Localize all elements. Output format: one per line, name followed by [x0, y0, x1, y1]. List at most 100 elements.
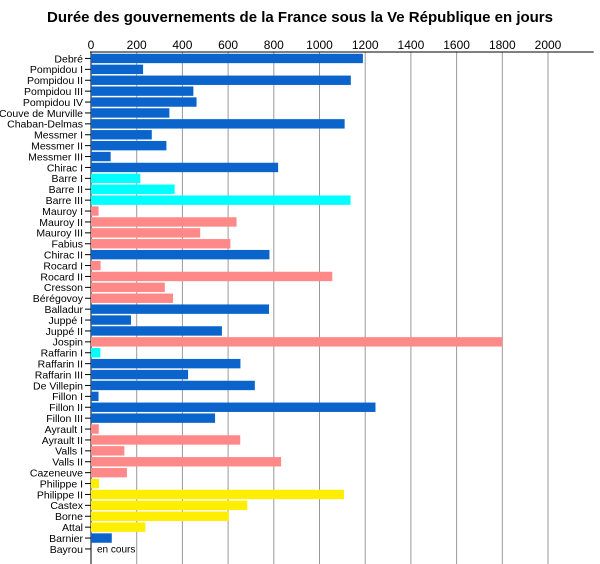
category-label-fillon-ii: Fillon II	[49, 402, 83, 414]
category-label-juppe-i: Juppé I	[49, 315, 83, 327]
bar-barre-i	[91, 173, 141, 184]
category-label-cazeneuve: Cazeneuve	[30, 467, 83, 479]
bar-borne	[91, 511, 229, 521]
category-label-fillon-i: Fillon I	[52, 391, 83, 403]
bar-raffarin-ii	[91, 358, 241, 369]
bar-rocard-i	[91, 260, 101, 271]
category-label-raffarin-iii: Raffarin III	[35, 369, 83, 381]
bar-raffarin-iii	[91, 369, 189, 380]
x-tick-label: 1400	[398, 38, 425, 52]
category-label-fabius: Fabius	[51, 239, 83, 251]
bar-couve-de-murville	[91, 108, 170, 118]
category-label-barnier: Barnier	[49, 533, 83, 545]
category-label-messmer-iii: Messmer III	[28, 151, 83, 163]
category-label-couve-de-murville: Couve de Murville	[0, 108, 83, 120]
category-label-pompidou-iii: Pompidou III	[24, 86, 83, 98]
category-label-attal: Attal	[62, 522, 83, 534]
category-label-barre-iii: Barre III	[46, 195, 83, 207]
category-label-fillon-iii: Fillon III	[46, 413, 83, 425]
bar-de-villepin	[91, 380, 255, 391]
bar-juppe-ii	[91, 326, 222, 336]
bar-chirac-ii	[91, 249, 270, 260]
bar-fillon-iii	[91, 413, 216, 423]
x-tick-label: 0	[88, 38, 95, 52]
bar-barre-iii	[91, 195, 351, 205]
bar-fillon-i	[91, 391, 99, 402]
bar-balladur	[91, 304, 270, 314]
bar-chirac-i	[91, 162, 279, 173]
category-label-messmer-ii: Messmer II	[31, 140, 83, 152]
category-label-jospin: Jospin	[53, 337, 84, 349]
bar-juppe-i	[91, 315, 131, 325]
category-label-borne: Borne	[55, 511, 83, 523]
category-label-beregovoy: Bérégovoy	[33, 293, 84, 305]
bar-mauroy-ii	[91, 217, 237, 227]
category-label-de-villepin: De Villepin	[33, 380, 83, 392]
chart-title: Durée des gouvernements de la France sou…	[47, 9, 553, 26]
bar-attal	[91, 522, 146, 532]
bar-pompidou-i	[91, 64, 144, 75]
bar-barnier	[91, 533, 112, 543]
category-label-chirac-i: Chirac I	[47, 162, 83, 174]
category-label-valls-ii: Valls II	[52, 457, 83, 469]
category-label-mauroy-iii: Mauroy III	[36, 228, 83, 240]
category-label-mauroy-i: Mauroy I	[42, 206, 83, 218]
x-axis: 0 200 400 600 800 1000 1200 1400 1600 1800 2000	[88, 38, 594, 53]
x-tick-label: 800	[264, 38, 284, 52]
category-label-ayrault-ii: Ayrault II	[42, 435, 83, 447]
bar-ayrault-i	[91, 424, 99, 434]
bar-ayrault-ii	[91, 435, 241, 445]
category-label-cresson: Cresson	[44, 282, 83, 294]
bar-mauroy-i	[91, 206, 99, 216]
category-label-valls-i: Valls I	[55, 446, 83, 458]
category-label-chirac-ii: Chirac II	[44, 249, 83, 261]
category-label-rocard-ii: Rocard II	[40, 271, 83, 283]
bar-fabius	[91, 239, 231, 249]
x-tick-label: 2000	[535, 38, 562, 52]
category-label-balladur: Balladur	[44, 304, 83, 316]
bar-messmer-iii	[91, 151, 111, 162]
bar-fillon-ii	[91, 402, 376, 412]
category-label-rocard-i: Rocard I	[43, 260, 83, 272]
x-tick-label: 600	[218, 38, 238, 52]
category-label-raffarin-ii: Raffarin II	[38, 358, 83, 370]
category-label-juppe-ii: Juppé II	[46, 326, 83, 338]
bar-raffarin-i	[91, 348, 101, 358]
bar-messmer-ii	[91, 140, 167, 151]
annotation-bayrou: en cours	[97, 544, 135, 555]
bar-valls-ii	[91, 457, 282, 467]
bar-rocard-ii	[91, 271, 333, 282]
x-tick-label: 1000	[306, 38, 333, 52]
bar-debre	[91, 53, 363, 64]
category-label-philippe-ii: Philippe II	[37, 489, 83, 501]
bar-philippe-i	[91, 478, 99, 489]
category-label-messmer-i: Messmer I	[34, 130, 83, 142]
category-label-castex: Castex	[50, 500, 83, 512]
category-label-mauroy-ii: Mauroy II	[39, 217, 83, 229]
bar-castex	[91, 500, 248, 511]
x-tick-label: 400	[172, 38, 192, 52]
category-label-pompidou-i: Pompidou I	[30, 64, 83, 76]
category-label-chaban-delmas: Chaban-Delmas	[7, 119, 83, 131]
bar-beregovoy	[91, 293, 174, 303]
bar-pompidou-ii	[91, 75, 351, 85]
x-tick-label: 1800	[489, 38, 516, 52]
category-label-bayrou: Bayrou	[50, 544, 83, 556]
category-label-pompidou-iv: Pompidou IV	[23, 97, 83, 109]
bar-pompidou-iv	[91, 97, 197, 107]
bar-pompidou-iii	[91, 86, 194, 96]
bar-jospin	[91, 337, 503, 347]
bar-mauroy-iii	[91, 228, 201, 238]
category-label-barre-i: Barre I	[51, 173, 83, 185]
bar-cresson	[91, 282, 165, 293]
x-tick-label: 1600	[443, 38, 470, 52]
category-label-pompidou-ii: Pompidou II	[27, 75, 83, 87]
bar-barre-ii	[91, 184, 175, 194]
bar-messmer-i	[91, 130, 152, 140]
category-label-debre: Debré	[54, 53, 83, 65]
bar-chaban-delmas	[91, 119, 345, 129]
bars	[91, 53, 503, 543]
bar-philippe-ii	[91, 489, 344, 500]
